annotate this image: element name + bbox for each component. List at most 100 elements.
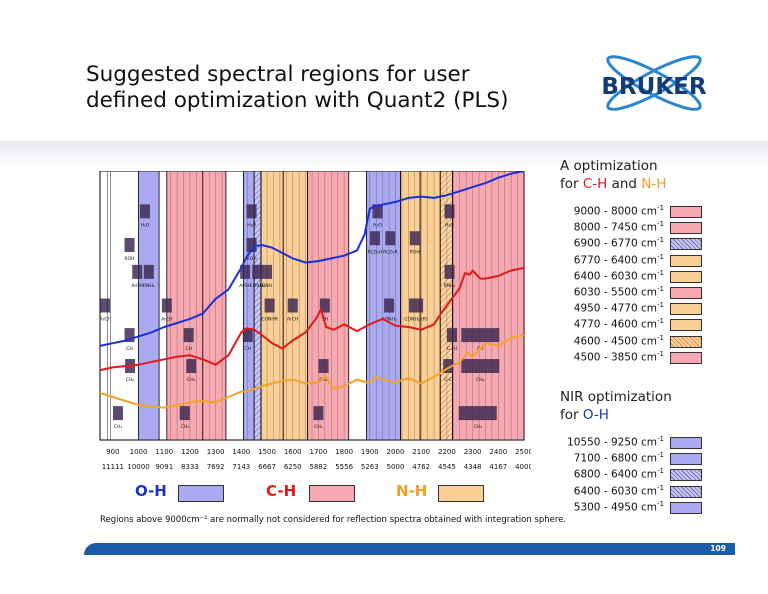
x-tick-nm: 2300 <box>464 448 482 456</box>
legend-nir-title-1: NIR optimization <box>560 389 672 405</box>
band-label: ArOH <box>239 283 251 289</box>
legend-range-swatch <box>670 206 702 218</box>
legend-range-row: 7100 - 6800 cm-1 <box>540 450 664 466</box>
legend-a-nh: N-H <box>641 176 667 192</box>
range-value: 6400 - 6030 cm <box>573 485 658 498</box>
legend-range-swatch <box>670 303 702 316</box>
legend-range-text: 9000 - 8000 cm-1 <box>574 204 664 218</box>
x-tick-cm: 4762 <box>412 463 430 471</box>
band-box <box>161 298 172 313</box>
legend-range-row: 6800 - 6400 cm-1 <box>540 466 664 482</box>
legend-range-text: 4600 - 4500 cm-1 <box>574 334 664 348</box>
x-tick-nm: 2500 <box>515 448 531 456</box>
x-tick-cm: 4348 <box>464 463 482 471</box>
band-label: RNH <box>262 283 272 289</box>
band-box <box>183 328 194 343</box>
band-box <box>132 264 143 279</box>
band-marker: ArOH <box>239 264 251 289</box>
range-unit-sup: -1 <box>657 285 664 293</box>
band-marker: RNH <box>262 264 273 289</box>
legend-range-text: 6770 - 6400 cm-1 <box>574 253 664 267</box>
band-marker: CH₃ <box>179 406 190 430</box>
spectral-region <box>166 171 204 441</box>
legend-range-text: 5300 - 4950 cm-1 <box>574 500 664 514</box>
x-tick-nm: 1400 <box>232 448 250 456</box>
band-marker: ROH <box>247 237 257 262</box>
x-tick-nm: 1200 <box>181 448 199 456</box>
legend-range-row: 6770 - 6400 cm-1 <box>540 252 664 268</box>
band-label: ArCH <box>161 317 172 323</box>
x-tick-cm: 5556 <box>335 463 353 471</box>
blue-spectrum-line <box>99 171 525 347</box>
bottom-legend-ch-label: C-H <box>266 482 297 500</box>
range-value: 9000 - 8000 cm <box>573 205 658 218</box>
band-marker: CH₂ <box>461 359 500 383</box>
x-tick-cm: 5263 <box>361 463 379 471</box>
x-tick-cm: 6250 <box>284 463 302 471</box>
band-label: CH <box>244 346 251 352</box>
band-box <box>444 204 455 219</box>
band-label: ROH <box>125 256 135 262</box>
reflection-note: Regions above 9000cm⁻¹ are normally not … <box>100 515 567 525</box>
band-box <box>124 328 135 343</box>
legend-range-swatch <box>670 351 702 364</box>
range-unit-sup: -1 <box>657 499 664 508</box>
band-marker: RNH₂ <box>444 264 456 289</box>
x-tick-nm: 900 <box>106 448 119 456</box>
spectral-region <box>419 171 441 441</box>
band-label: ArOH <box>131 283 143 289</box>
x-tick-nm: 2200 <box>438 448 456 456</box>
range-unit-sup: -1 <box>657 204 664 212</box>
legend-a-prefix: for <box>560 176 583 192</box>
legend-a-and: and <box>607 176 642 192</box>
x-tick-cm: 7692 <box>207 463 225 471</box>
band-marker: CH₃ <box>112 406 123 430</box>
band-label: C-C <box>444 377 452 383</box>
band-label: CH <box>185 346 192 352</box>
band-box <box>444 264 455 279</box>
band-marker: RCO₂R <box>383 231 398 255</box>
x-tick-nm: 1600 <box>284 448 302 456</box>
band-box <box>458 406 497 421</box>
legend-range-row: 4500 - 3850 cm-1 <box>540 349 664 365</box>
band-box <box>318 359 329 374</box>
range-value: 8000 - 7450 cm <box>573 221 658 234</box>
bottom-legend-oh-swatch <box>178 485 224 502</box>
band-box <box>409 298 424 313</box>
spectral-region <box>452 171 525 441</box>
legend-range-row: 6400 - 6030 cm-1 <box>540 268 664 284</box>
band-marker: CONH₂ (R) <box>404 298 428 323</box>
x-tick-nm: 1700 <box>310 448 328 456</box>
x-tick-nm: 1300 <box>207 448 225 456</box>
range-value: 4770 - 4600 cm <box>573 318 658 331</box>
range-unit-sup: -1 <box>657 317 664 326</box>
band-box <box>319 298 330 313</box>
legend-range-text: 4950 - 4770 cm-1 <box>574 301 664 315</box>
band-box <box>372 204 383 219</box>
legend-range-row: 4600 - 4500 cm-1 <box>540 333 664 349</box>
band-label: CONH₂ <box>250 283 265 289</box>
legend-range-text: 6900 - 6770 cm-1 <box>574 236 664 250</box>
band-marker: CH₃ <box>458 406 497 430</box>
range-value: 5300 - 4950 cm <box>573 501 658 514</box>
band-marker: CH₂ <box>318 359 329 383</box>
band-box <box>287 298 298 313</box>
x-tick-cm: 9091 <box>155 463 173 471</box>
band-box <box>443 359 454 374</box>
range-value: 10550 - 9250 cm <box>567 436 658 449</box>
band-label: RCO₂R <box>383 249 398 255</box>
range-unit-sup: -1 <box>657 268 664 277</box>
legend-range-text: 6030 - 5500 cm-1 <box>574 285 664 299</box>
legend-range-text: 8000 - 7450 cm-1 <box>574 220 664 234</box>
range-value: 6400 - 6030 cm <box>573 270 658 283</box>
band-marker: CONHR <box>261 298 278 323</box>
legend-range-swatch <box>670 287 702 299</box>
legend-range-swatch <box>670 453 702 466</box>
band-box <box>240 264 251 279</box>
band-marker: CH <box>242 328 253 352</box>
legend-range-swatch <box>670 437 702 449</box>
legend-range-text: 6400 - 6030 cm-1 <box>574 269 664 283</box>
x-tick-cm: 8333 <box>181 463 199 471</box>
band-marker: CH <box>124 328 135 352</box>
x-tick-nm: 1000 <box>130 448 148 456</box>
